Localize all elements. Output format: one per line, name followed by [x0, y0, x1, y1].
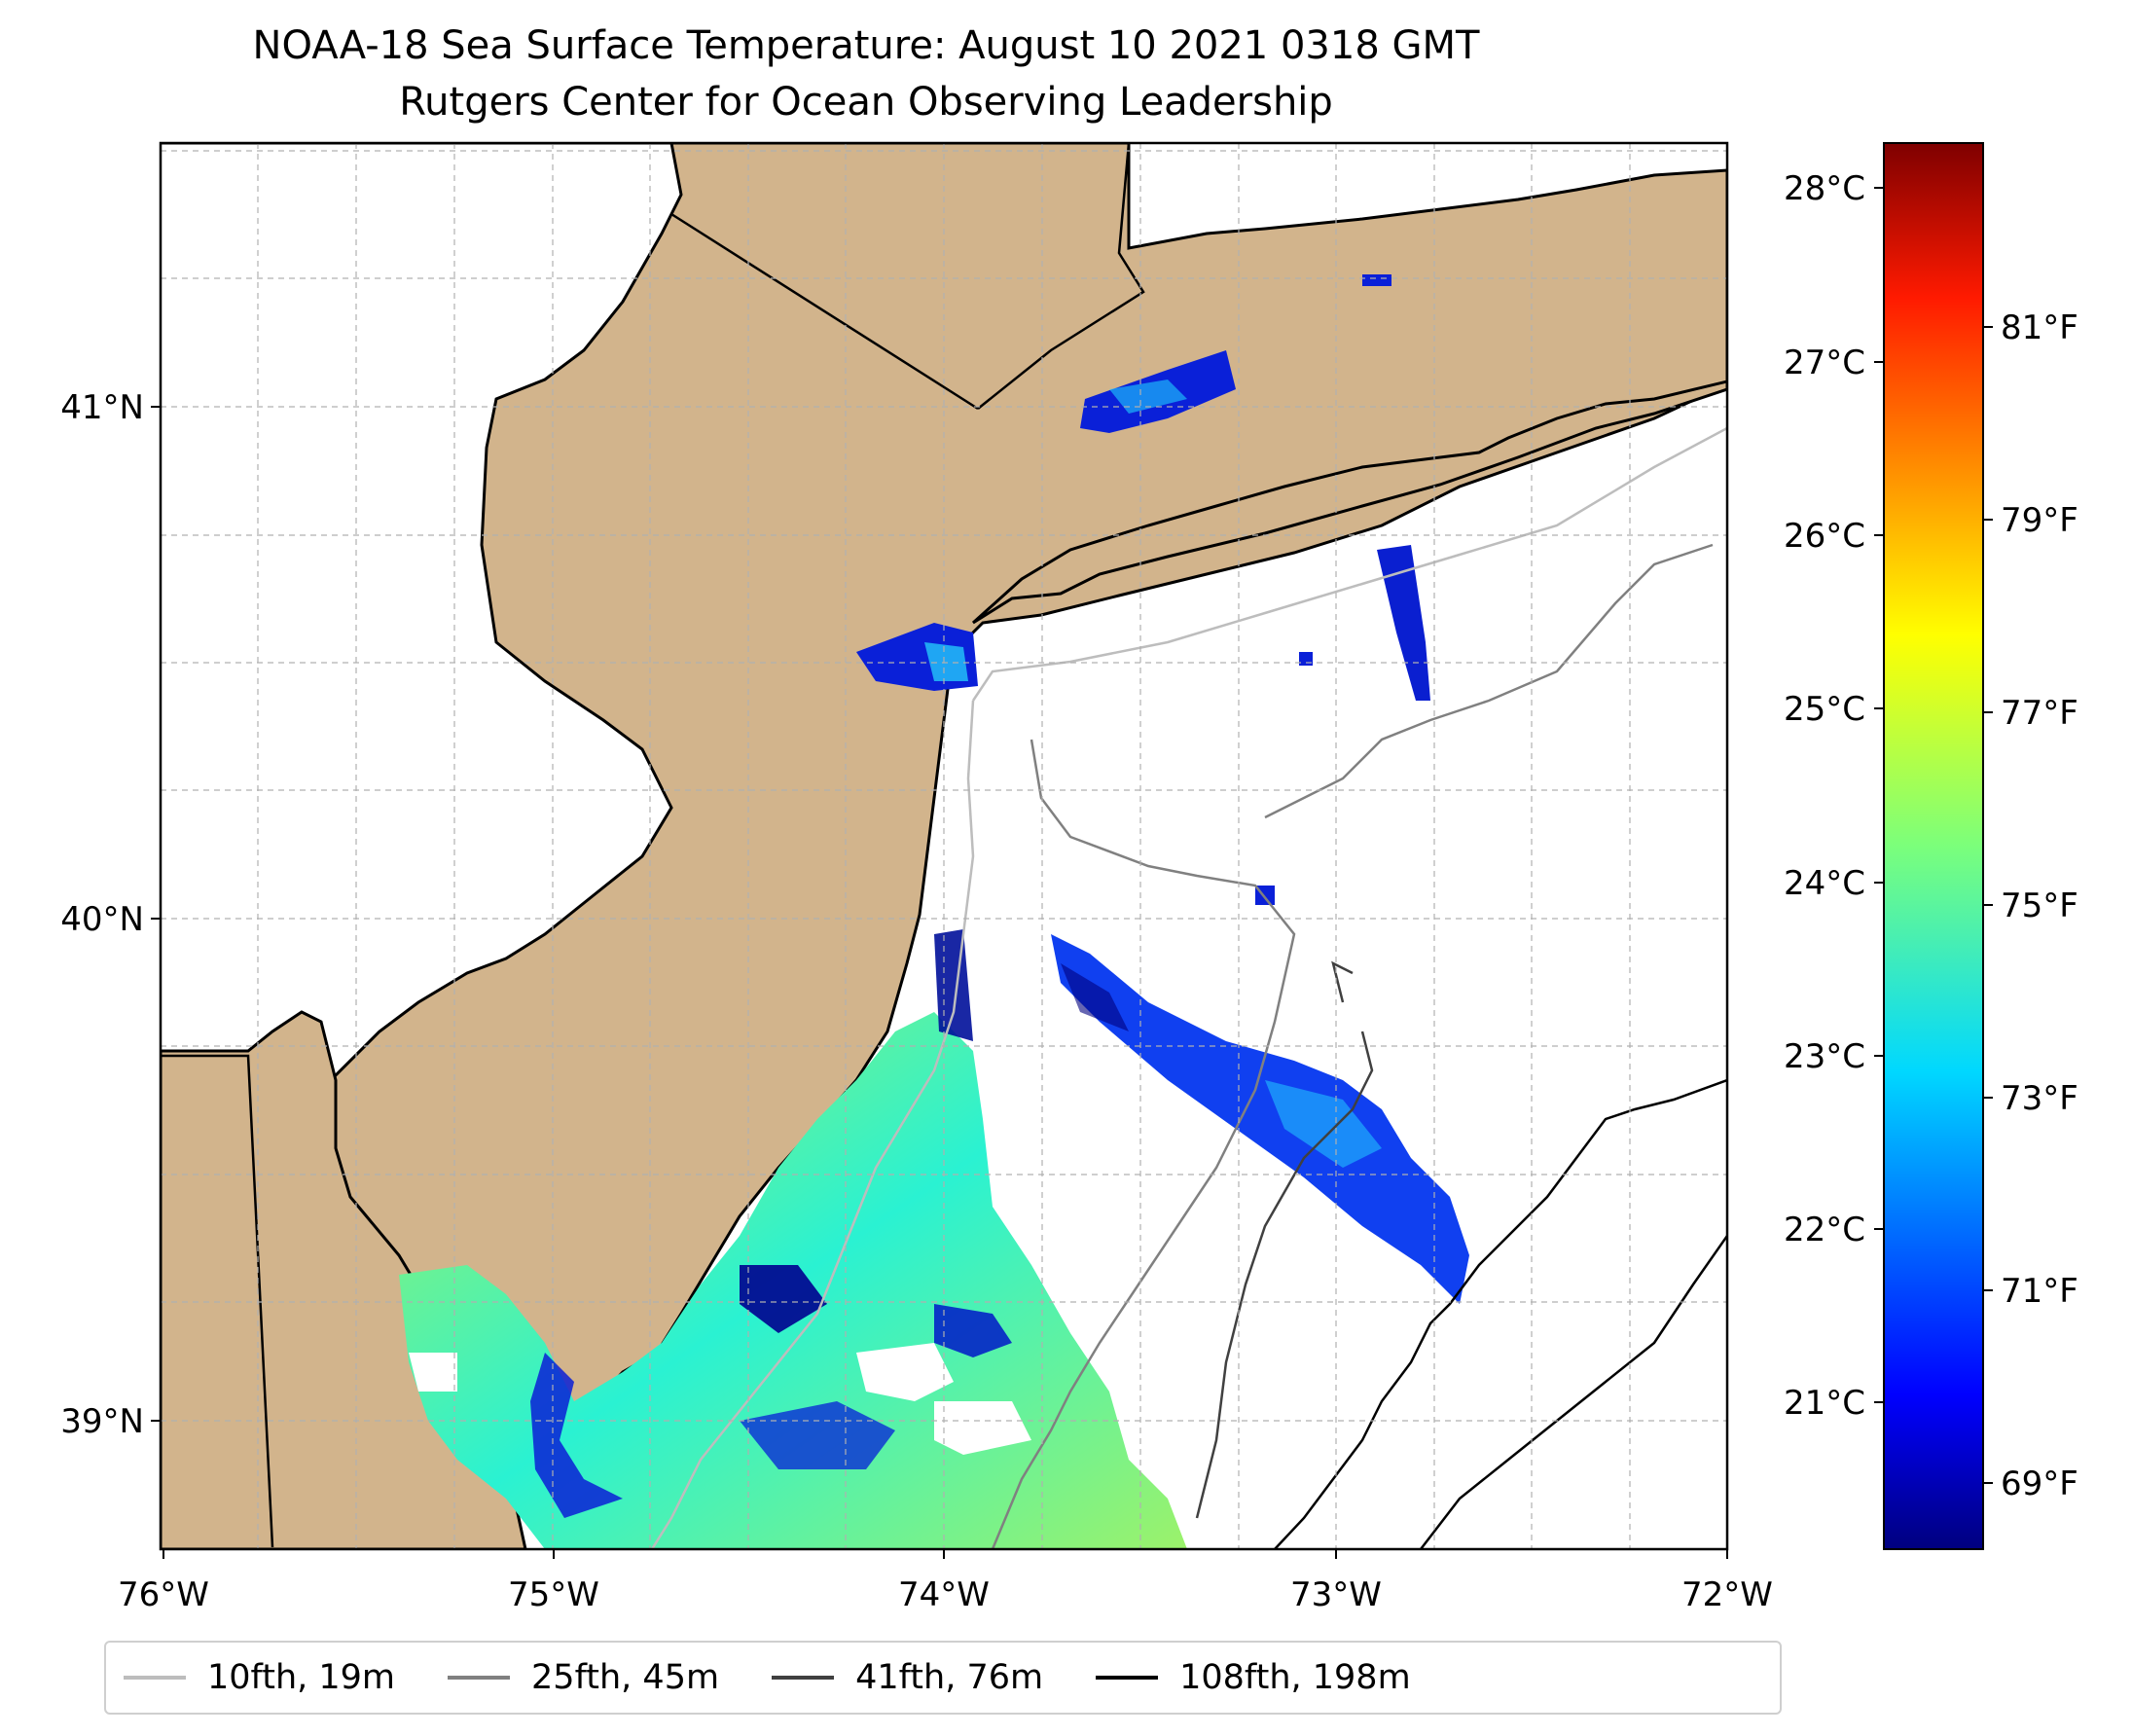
- contour-25fth: [991, 543, 1714, 1549]
- sst-data: [399, 274, 1469, 1549]
- cbar-c-22: 22°C: [1784, 1211, 1865, 1249]
- map-subtitle: Rutgers Center for Ocean Observing Leade…: [399, 80, 1333, 125]
- cbar-f-73: 73°F: [2001, 1079, 2078, 1118]
- cbar-f-75: 75°F: [2001, 886, 2078, 925]
- legend-item-25fth: 25fth, 45m: [448, 1658, 719, 1697]
- contour-10fth: [650, 426, 1727, 1549]
- legend-item-10fth: 10fth, 19m: [124, 1658, 395, 1697]
- map-title: NOAA-18 Sea Surface Temperature: August …: [252, 23, 1480, 68]
- land-long-island: [971, 380, 1727, 625]
- legend-item-41fth: 41fth, 76m: [772, 1658, 1043, 1697]
- legend-swatch: [1096, 1676, 1159, 1680]
- cbar-c-28: 28°C: [1784, 169, 1865, 208]
- state-borders: [161, 143, 1145, 1548]
- cbar-c-21: 21°C: [1784, 1384, 1865, 1423]
- contour-41fth: [1195, 960, 1374, 1519]
- map-area: [161, 143, 1727, 1549]
- cbar-c-25: 25°C: [1784, 690, 1865, 729]
- colorbar: [1883, 142, 1984, 1550]
- cbar-f-71: 71°F: [2001, 1272, 2078, 1311]
- lon-tick-75w: 75°W: [508, 1575, 599, 1614]
- grid: [161, 143, 1727, 1549]
- legend-swatch: [124, 1676, 186, 1680]
- cbar-f-77: 77°F: [2001, 694, 2078, 733]
- lon-tick-72w: 72°W: [1681, 1575, 1773, 1614]
- cbar-c-23: 23°C: [1784, 1037, 1865, 1076]
- bathymetry-contours: [650, 426, 1727, 1549]
- colorbar-ticks: [1874, 187, 1993, 1484]
- lon-tick-74w: 74°W: [898, 1575, 990, 1614]
- lat-tick-40n: 40°N: [60, 900, 144, 939]
- cbar-f-69: 69°F: [2001, 1465, 2078, 1503]
- legend-swatch: [448, 1676, 511, 1680]
- cbar-c-24: 24°C: [1784, 864, 1865, 903]
- legend-swatch: [772, 1676, 835, 1680]
- legend-label: 25fth, 45m: [531, 1658, 720, 1697]
- lat-tick-41n: 41°N: [60, 388, 144, 427]
- cbar-f-79: 79°F: [2001, 501, 2078, 540]
- cbar-c-27: 27°C: [1784, 344, 1865, 382]
- axis-ticks: [151, 406, 1728, 1559]
- contour-legend: 10fth, 19m 25fth, 45m 41fth, 76m 108fth,…: [104, 1641, 1782, 1715]
- cbar-f-81: 81°F: [2001, 308, 2078, 347]
- lon-tick-76w: 76°W: [118, 1575, 209, 1614]
- legend-item-108fth: 108fth, 198m: [1096, 1658, 1411, 1697]
- legend-label: 10fth, 19m: [207, 1658, 396, 1697]
- contour-108fth: [1274, 1078, 1727, 1549]
- lon-tick-73w: 73°W: [1290, 1575, 1382, 1614]
- legend-label: 41fth, 76m: [855, 1658, 1044, 1697]
- legend-label: 108fth, 198m: [1179, 1658, 1411, 1697]
- cbar-c-26: 26°C: [1784, 517, 1865, 556]
- lat-tick-39n: 39°N: [60, 1402, 144, 1441]
